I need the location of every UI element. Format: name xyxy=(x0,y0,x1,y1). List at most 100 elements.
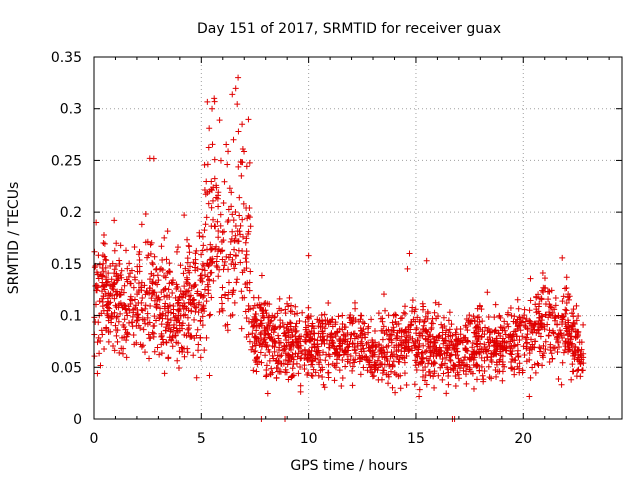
data-point xyxy=(206,372,213,379)
data-point xyxy=(497,342,504,349)
data-point xyxy=(478,354,485,361)
data-point xyxy=(246,214,253,221)
data-point xyxy=(510,318,517,325)
data-point xyxy=(159,336,166,343)
data-point xyxy=(481,368,488,375)
data-point xyxy=(243,235,250,242)
data-point xyxy=(204,161,211,168)
plot-frame xyxy=(93,56,623,420)
data-point xyxy=(215,273,222,280)
data-point xyxy=(365,344,372,351)
data-point xyxy=(422,364,429,371)
data-point xyxy=(433,315,440,322)
data-point xyxy=(393,342,400,349)
data-point xyxy=(383,353,390,360)
data-point xyxy=(315,359,322,366)
data-point xyxy=(211,95,218,102)
data-point xyxy=(289,365,296,372)
data-point xyxy=(223,253,230,260)
y-tick-label: 0.25 xyxy=(51,153,82,169)
data-point xyxy=(324,317,331,324)
data-point xyxy=(515,353,522,360)
data-point xyxy=(542,346,549,353)
data-point xyxy=(120,321,127,328)
data-point xyxy=(182,311,189,318)
data-point xyxy=(153,265,160,272)
data-point xyxy=(380,291,387,298)
data-point xyxy=(342,324,349,331)
data-point xyxy=(228,203,235,210)
data-point xyxy=(297,364,304,371)
data-point xyxy=(380,323,387,330)
data-point xyxy=(191,303,198,310)
data-point xyxy=(339,337,346,344)
data-point xyxy=(246,159,253,166)
data-point xyxy=(339,320,346,327)
data-point xyxy=(393,312,400,319)
data-point xyxy=(574,331,581,338)
data-point xyxy=(405,346,412,353)
data-point xyxy=(393,332,400,339)
data-point xyxy=(415,343,422,350)
data-point xyxy=(224,161,231,168)
data-point xyxy=(577,351,584,358)
data-point xyxy=(144,314,151,321)
data-point xyxy=(229,256,236,263)
data-point xyxy=(113,314,120,321)
data-point xyxy=(429,320,436,327)
data-point xyxy=(379,336,386,343)
data-point xyxy=(149,259,156,266)
data-point xyxy=(92,318,99,325)
data-point xyxy=(138,221,145,228)
data-point xyxy=(416,386,423,393)
data-point xyxy=(476,367,483,374)
data-point xyxy=(112,302,119,309)
data-point xyxy=(560,313,567,320)
data-point xyxy=(241,267,248,274)
data-point xyxy=(423,328,430,335)
data-point xyxy=(280,347,287,354)
data-point xyxy=(384,357,391,364)
data-point xyxy=(171,321,178,328)
data-point xyxy=(286,358,293,365)
grid-lines xyxy=(94,57,622,419)
data-point xyxy=(540,342,547,349)
data-point xyxy=(250,323,257,330)
data-point xyxy=(184,314,191,321)
data-point xyxy=(269,312,276,319)
data-point xyxy=(185,242,192,249)
data-point xyxy=(118,267,125,274)
data-point xyxy=(305,347,312,354)
data-point xyxy=(221,262,228,269)
data-point xyxy=(226,185,233,192)
data-point xyxy=(491,339,498,346)
data-point xyxy=(263,362,270,369)
data-point xyxy=(271,326,278,333)
data-point xyxy=(217,211,224,218)
data-point xyxy=(219,300,226,307)
data-point xyxy=(535,308,542,315)
data-point xyxy=(297,388,304,395)
data-point xyxy=(114,327,121,334)
data-point xyxy=(243,204,250,211)
data-point xyxy=(555,312,562,319)
data-point xyxy=(199,233,206,240)
data-point xyxy=(528,336,535,343)
data-point xyxy=(411,381,418,388)
data-point xyxy=(270,355,277,362)
data-point xyxy=(571,356,578,363)
data-point xyxy=(511,357,518,364)
data-point xyxy=(229,211,236,218)
data-point xyxy=(564,317,571,324)
data-point xyxy=(315,372,322,379)
data-point xyxy=(356,358,363,365)
data-point xyxy=(398,327,405,334)
data-point xyxy=(115,318,122,325)
data-point xyxy=(529,364,536,371)
data-point xyxy=(479,318,486,325)
data-point xyxy=(207,311,214,318)
data-point xyxy=(293,339,300,346)
data-point xyxy=(211,175,218,182)
data-point xyxy=(205,200,212,207)
data-point xyxy=(262,373,269,380)
